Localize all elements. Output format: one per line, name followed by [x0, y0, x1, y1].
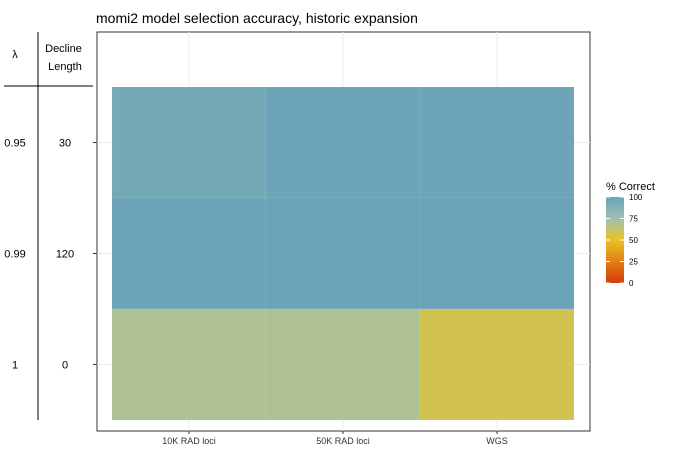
legend-tick-label: 0 [629, 279, 634, 288]
x-axis-ticks: 10K RAD loci 50K RAD loci WGS [162, 431, 508, 446]
decline-length-header-line2: Length [48, 61, 82, 73]
decline-length-label: 30 [59, 138, 71, 150]
heatmap-cell [111, 86, 267, 199]
legend-tick-label: 25 [629, 258, 638, 267]
row-labels: 0.95 30 0.99 120 1 0 [4, 138, 97, 372]
heatmap-cell [111, 197, 267, 310]
legend-ticks: 100 75 50 25 0 [606, 193, 643, 288]
legend-tick-label: 50 [629, 236, 638, 245]
lambda-label: 1 [12, 360, 18, 372]
lambda-label: 0.99 [4, 249, 25, 261]
heatmap-cell [419, 197, 575, 310]
decline-length-label: 0 [62, 360, 68, 372]
x-tick-label: 10K RAD loci [162, 436, 216, 446]
lambda-label: 0.95 [4, 138, 25, 150]
heatmap-cell [419, 86, 575, 199]
x-tick-label: 50K RAD loci [316, 436, 370, 446]
chart-title: momi2 model selection accuracy, historic… [96, 10, 418, 26]
decline-length-header: Decline Length [45, 43, 85, 73]
legend-tick-label: 100 [629, 193, 643, 202]
heatmap-cell [265, 308, 421, 421]
decline-length-label: 120 [56, 249, 74, 261]
lambda-header: λ [12, 49, 18, 61]
heatmap-cell [265, 86, 421, 199]
heatmap-cell [265, 197, 421, 310]
x-tick-label: WGS [486, 436, 508, 446]
legend-colorbar [606, 197, 624, 283]
legend-title: % Correct [606, 181, 655, 193]
heatmap-cells [111, 86, 575, 421]
decline-length-header-line1: Decline [45, 43, 82, 55]
heatmap-cell [419, 308, 575, 421]
legend-tick-label: 75 [629, 215, 638, 224]
heatmap-cell [111, 308, 267, 421]
